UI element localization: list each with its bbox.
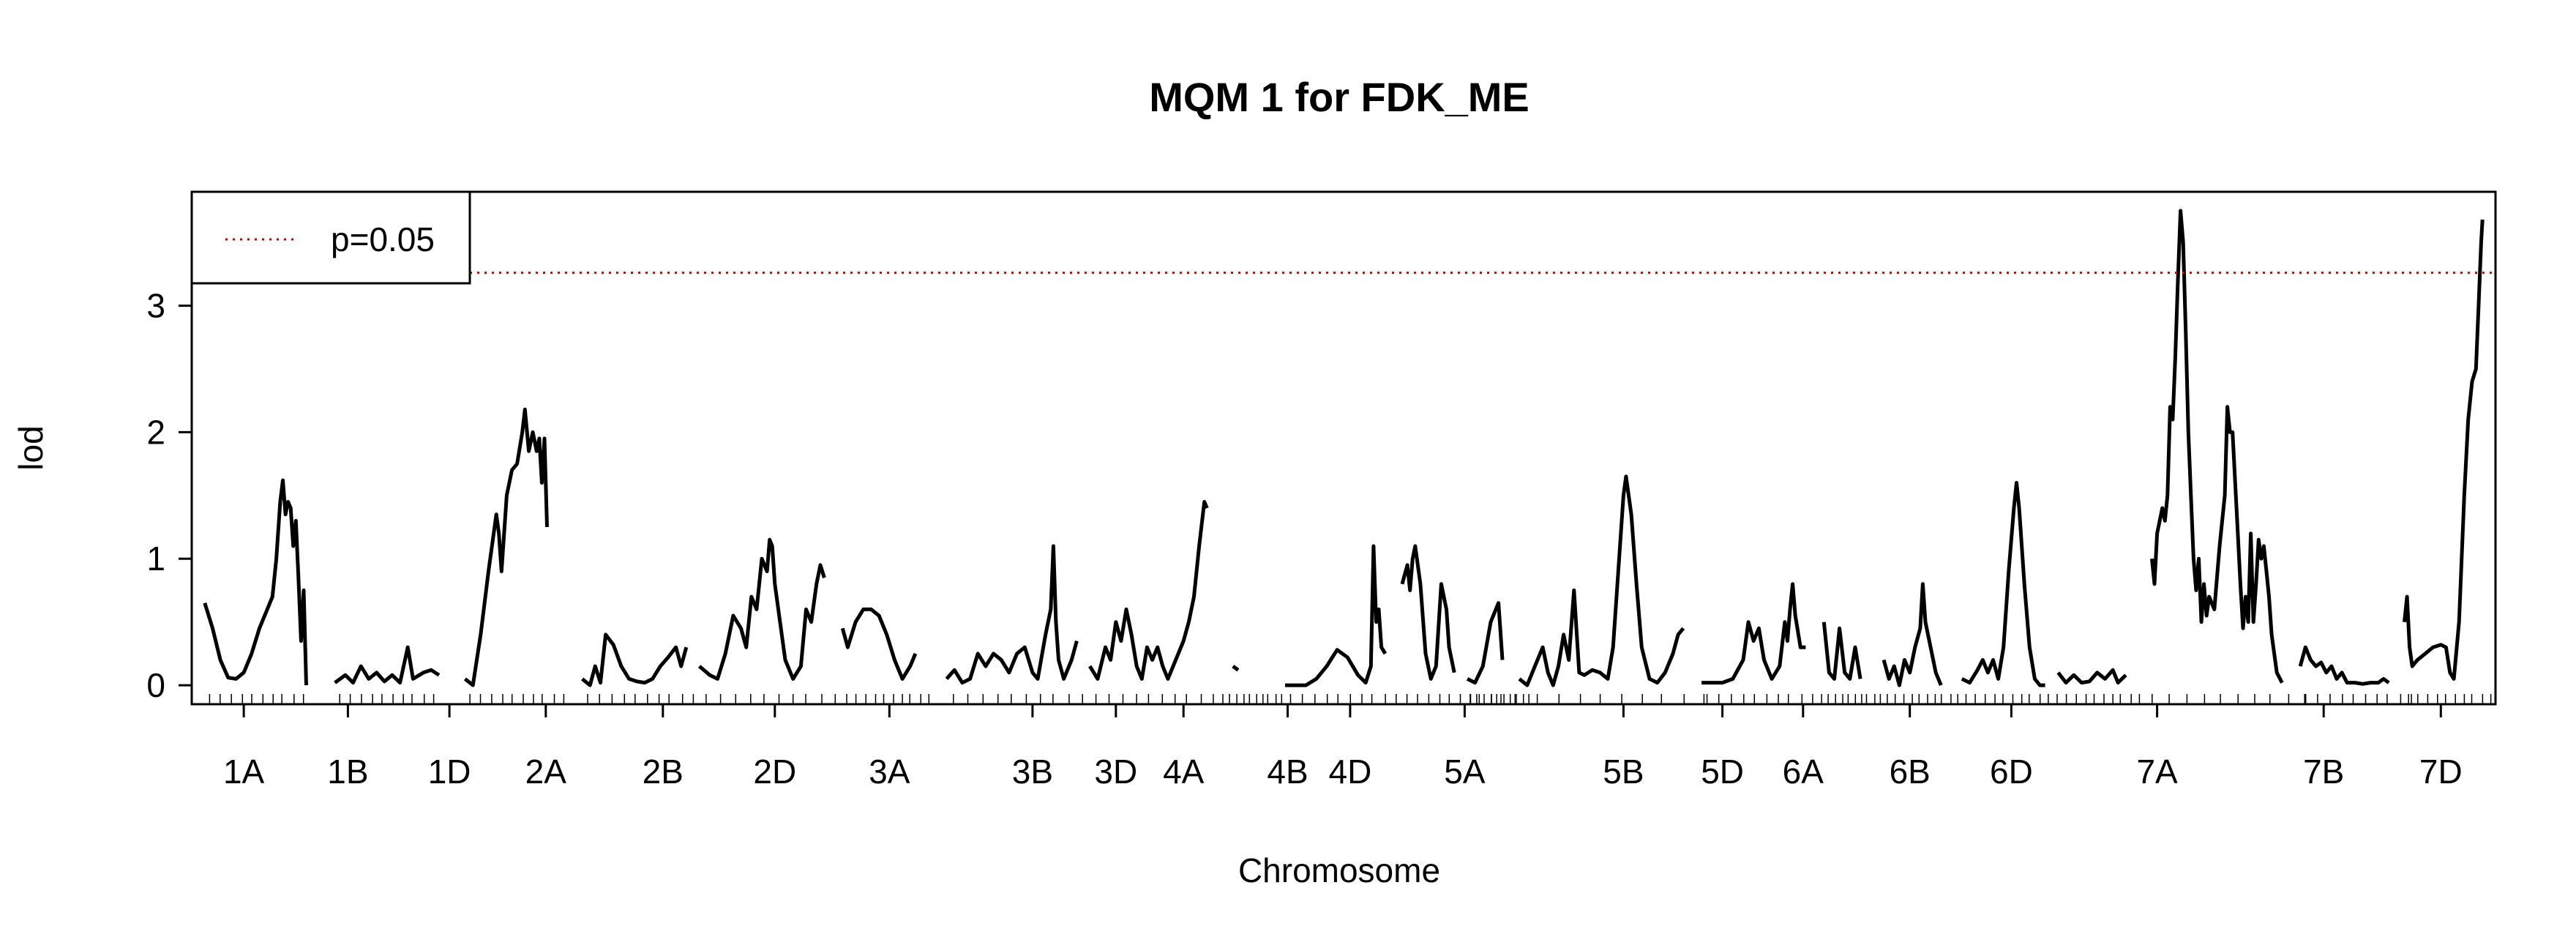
x-tick-label-4D: 4D bbox=[1328, 753, 1371, 791]
lod-curve-7B bbox=[2298, 645, 2390, 686]
lod-curve-2A bbox=[581, 632, 689, 687]
x-axis: 1A 1B 1D 2A 2B 2D 3A 3B 3D 4A 4B 4D 5A 5B 5D 6A 6B 6D 7A 7B… bbox=[223, 704, 2463, 791]
legend-threshold-label: p=0.05 bbox=[331, 220, 435, 258]
x-tick-label-3D: 3D bbox=[1094, 753, 1137, 791]
lod-curve-1B bbox=[334, 645, 441, 685]
x-tick-label-4A: 4A bbox=[1163, 753, 1205, 791]
x-tick-label-2D: 2D bbox=[753, 753, 796, 791]
lod-curve-3A bbox=[945, 544, 1079, 685]
y-tick-label: 1 bbox=[146, 540, 165, 578]
plot-frame bbox=[190, 190, 2497, 706]
x-tick-label-2A: 2A bbox=[525, 753, 567, 791]
lod-curve-4D bbox=[1466, 601, 1505, 685]
marker-rug bbox=[209, 694, 2492, 704]
lod-curve-2B bbox=[697, 537, 826, 681]
lod-curve-1D bbox=[463, 407, 549, 687]
x-tick-label-2B: 2B bbox=[643, 753, 684, 791]
chart-title: MQM 1 for FDK_ME bbox=[1149, 74, 1530, 120]
x-tick-label-4B: 4B bbox=[1267, 753, 1308, 791]
y-axis: 0 1 2 3 bbox=[146, 287, 192, 704]
x-axis-label: Chromosome bbox=[1238, 851, 1440, 889]
x-tick-label-3B: 3B bbox=[1012, 753, 1053, 791]
y-tick-label: 3 bbox=[146, 287, 165, 325]
y-tick-label: 0 bbox=[146, 666, 165, 704]
x-tick-label-6D: 6D bbox=[1990, 753, 2033, 791]
lod-curve-6D bbox=[2056, 668, 2127, 685]
x-tick-label-1D: 1D bbox=[428, 753, 471, 791]
x-tick-label-6A: 6A bbox=[1783, 753, 1824, 791]
x-tick-label-1A: 1A bbox=[223, 753, 265, 791]
x-tick-label-5D: 5D bbox=[1701, 753, 1744, 791]
lod-curve-6A bbox=[1882, 582, 1943, 687]
lod-curve-4A bbox=[1285, 544, 1388, 687]
lod-curve-6B bbox=[1961, 481, 2045, 687]
x-tick-label-1B: 1B bbox=[327, 753, 368, 791]
x-tick-label-7B: 7B bbox=[2303, 753, 2344, 791]
x-tick-label-3A: 3A bbox=[869, 753, 910, 791]
x-tick-label-5B: 5B bbox=[1603, 753, 1644, 791]
lod-curve-2D bbox=[840, 607, 918, 681]
x-tick-label-7D: 7D bbox=[2419, 753, 2463, 791]
lod-curve-4B bbox=[1400, 544, 1456, 681]
x-tick-label-6B: 6B bbox=[1890, 753, 1931, 791]
lod-curve-5B bbox=[1701, 582, 1806, 685]
legend-box bbox=[190, 190, 471, 285]
lod-curve-7D bbox=[2403, 219, 2485, 681]
lod-curve-5A bbox=[1518, 474, 1685, 687]
lod-curve-5D bbox=[1821, 621, 1862, 681]
y-axis-label: lod bbox=[12, 425, 50, 470]
lod-curve-3B bbox=[1088, 500, 1209, 681]
lod-curve-7A bbox=[2150, 209, 2284, 684]
lod-curve-3D bbox=[1232, 665, 1240, 672]
x-tick-label-7A: 7A bbox=[2136, 753, 2178, 791]
lod-curve-1A bbox=[203, 478, 308, 686]
lod-curves bbox=[203, 209, 2485, 687]
y-tick-label: 2 bbox=[146, 413, 165, 451]
x-tick-label-5A: 5A bbox=[1444, 753, 1486, 791]
legend: p=0.05 bbox=[190, 190, 471, 285]
